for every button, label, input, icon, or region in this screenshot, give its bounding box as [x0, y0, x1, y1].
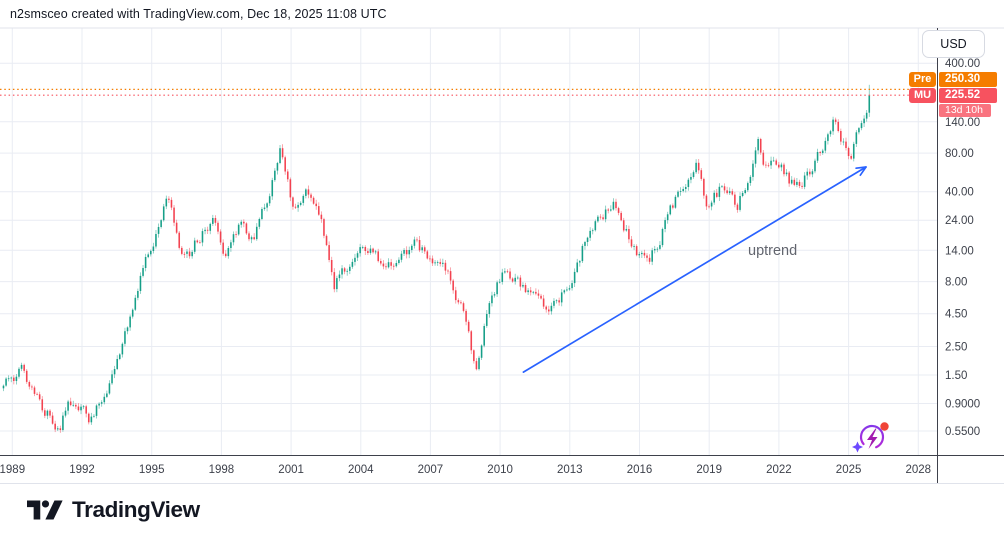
svg-text:0.5500: 0.5500 [945, 426, 980, 438]
svg-text:80.00: 80.00 [945, 148, 974, 160]
trendline-arrow[interactable] [522, 166, 867, 373]
lightning-bolt-icon [867, 428, 878, 449]
symbol-tag: MU [909, 88, 936, 103]
svg-text:140.00: 140.00 [945, 117, 980, 129]
svg-text:24.00: 24.00 [945, 215, 974, 227]
tradingview-logo[interactable]: TradingView [27, 497, 200, 523]
svg-text:1989: 1989 [0, 464, 25, 476]
svg-text:40.00: 40.00 [945, 187, 974, 199]
svg-text:2.50: 2.50 [945, 342, 967, 354]
notification-dot [880, 422, 889, 431]
candles [2, 84, 871, 433]
sparkle-icon [852, 441, 863, 453]
svg-text:2010: 2010 [487, 464, 513, 476]
svg-text:2004: 2004 [348, 464, 374, 476]
svg-text:8.00: 8.00 [945, 277, 967, 289]
svg-text:14.00: 14.00 [945, 245, 974, 257]
currency-toggle-button[interactable]: USD [922, 30, 985, 58]
time-axis[interactable]: 1989 1992 1995 1998 2001 2004 2007 2010 2013 2016… [0, 464, 931, 476]
svg-text:1992: 1992 [69, 464, 95, 476]
tradingview-logo-icon [27, 500, 63, 520]
svg-text:2007: 2007 [418, 464, 444, 476]
svg-text:4.50: 4.50 [945, 309, 967, 321]
tradingview-logo-text: TradingView [72, 497, 200, 522]
grid [0, 28, 937, 455]
ai-assistant-icon[interactable] [852, 422, 889, 453]
bar-countdown: 13d 10h [939, 104, 991, 117]
trendline-label: uptrend [748, 243, 798, 259]
svg-text:1.50: 1.50 [945, 370, 967, 382]
svg-text:2025: 2025 [836, 464, 862, 476]
svg-text:2001: 2001 [278, 464, 304, 476]
svg-text:0.9000: 0.9000 [945, 399, 980, 411]
premarket-price-value: 250.30 [939, 72, 997, 87]
premarket-tag: Pre [909, 72, 936, 87]
svg-text:1995: 1995 [139, 464, 165, 476]
svg-text:2022: 2022 [766, 464, 792, 476]
svg-text:400.00: 400.00 [945, 58, 980, 70]
price-axis[interactable]: 400.00 140.00 80.00 40.00 24.00 14.00 8.00 4.50… [945, 58, 980, 438]
svg-text:2013: 2013 [557, 464, 583, 476]
chart-attribution: n2smsceo created with TradingView.com, D… [10, 7, 387, 21]
last-price-value: 225.52 [939, 88, 997, 103]
svg-text:2019: 2019 [696, 464, 722, 476]
svg-text:1998: 1998 [209, 464, 235, 476]
svg-text:2016: 2016 [627, 464, 653, 476]
svg-text:2028: 2028 [906, 464, 932, 476]
